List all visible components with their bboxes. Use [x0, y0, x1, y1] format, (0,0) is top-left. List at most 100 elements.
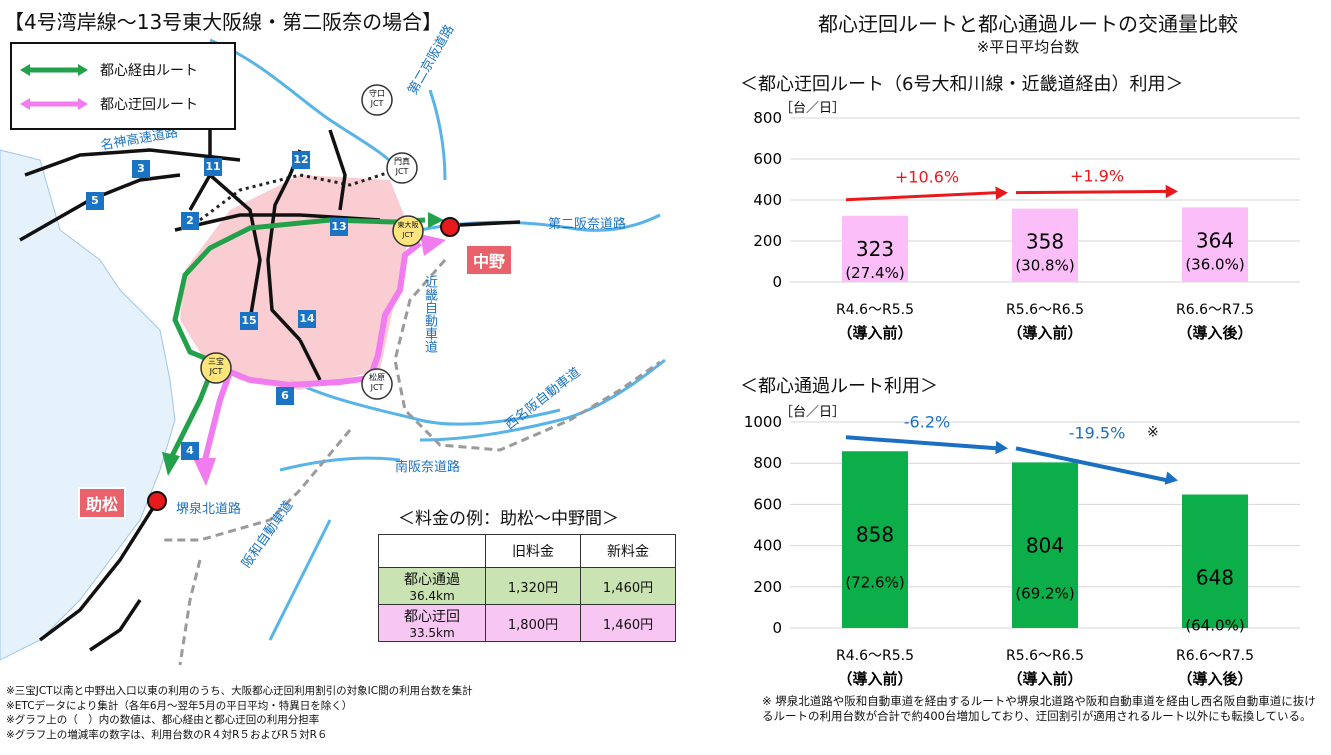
fare-row-detour: 都心迂回 33.5km 1,800円 1,460円: [378, 604, 676, 642]
fare-route-distance: 36.4km: [409, 589, 455, 603]
change-arrow: [845, 191, 999, 202]
fare-new-value: 1,460円: [580, 604, 676, 642]
fare-old-value: 1,320円: [485, 567, 581, 605]
footnote: ※三宝JCT以南と中野出入口以東の利用のうち、大阪都心迂回利用割引の対象IC間の…: [6, 685, 473, 697]
bar: [1182, 207, 1248, 282]
bar-value-label: 323: [856, 237, 894, 261]
x-tick-label: R4.6～R5.5: [836, 302, 914, 318]
y-tick-label: 0: [772, 619, 782, 637]
fare-row-via-city: 都心通過 36.4km 1,320円 1,460円: [378, 567, 676, 605]
x-tick-sublabel: （導入前）: [837, 324, 912, 342]
x-tick-label: R5.6～R6.5: [1006, 302, 1084, 318]
y-tick-label: 200: [753, 232, 782, 250]
x-tick-sublabel: （導入前）: [1007, 324, 1082, 342]
bar-value-label: 858: [856, 522, 894, 546]
change-arrow: [1015, 446, 1169, 483]
fare-route-name: 都心迂回: [404, 609, 460, 625]
change-label: +10.6%: [895, 168, 959, 187]
legend-item-via-city: 都心経由ルート: [20, 58, 198, 82]
route-number-4: 4: [186, 444, 194, 457]
x-tick-sublabel: （導入後）: [1177, 324, 1252, 342]
bar: [1182, 494, 1248, 628]
change-label: +1.9%: [1070, 166, 1124, 185]
label-daini-hanna: 第二阪奈道路: [548, 217, 627, 232]
bar-value-label: 648: [1196, 566, 1234, 590]
y-tick-label: 800: [753, 454, 782, 472]
fare-new-value: 1,460円: [580, 567, 676, 605]
green-arrow-icon: [20, 64, 88, 76]
change-arrow: [1015, 189, 1169, 195]
fare-header-old: 旧料金: [485, 534, 581, 568]
y-tick-label: 400: [753, 191, 782, 209]
route-number-6: 6: [281, 389, 289, 402]
fare-header-new: 新料金: [580, 534, 676, 568]
jct-kadoma: 門真 JCT: [394, 157, 410, 176]
y-axis-unit: ［台／日］: [780, 101, 845, 116]
route-map: [0, 38, 666, 666]
x-tick-label: R6.6～R7.5: [1176, 302, 1254, 318]
change-arrowhead: [995, 440, 1008, 455]
legend-item-detour: 都心迂回ルート: [20, 92, 198, 116]
change-mark: ※: [1147, 424, 1159, 440]
page-title: 【4号湾岸線～13号東大阪線・第二阪奈の場合】: [4, 10, 443, 34]
route-number-5: 5: [91, 194, 99, 207]
route-number-13: 13: [331, 220, 347, 233]
x-tick-sublabel: （導入後）: [1177, 670, 1252, 688]
bar: [842, 451, 908, 628]
jct-higashiosaka: 東大阪 JCT: [397, 221, 419, 239]
route-number-14: 14: [299, 312, 315, 325]
change-arrow: [845, 435, 999, 451]
bar-value-label: 804: [1026, 533, 1064, 557]
route-number-3: 3: [137, 162, 145, 175]
station-nakano: 中野: [465, 244, 514, 276]
bar: [1012, 208, 1078, 282]
y-tick-label: 600: [753, 495, 782, 513]
y-tick-label: 600: [753, 150, 782, 168]
chart-via-city-route: ［台／日］ 0 200 400 600 800 1000 858 (72.6%) R4.6～R5.…: [744, 405, 1300, 688]
change-arrowhead: [1164, 471, 1178, 485]
change-label: -6.2%: [904, 412, 950, 431]
footnote: ※ETCデータにより集計（各年6月～翌年5月の平日平均・特異日を除く）: [6, 699, 353, 712]
fare-caption: ＜料金の例：助松～中野間＞: [398, 509, 619, 529]
fare-header-blank: [378, 534, 486, 568]
chart-section-title: 都心迂回ルートと都心通過ルートの交通量比較: [818, 12, 1238, 36]
fare-route-name: 都心通過: [404, 572, 460, 588]
bar-value-label: 364: [1196, 228, 1234, 252]
label-sakai-semboku: 堺泉北道路: [176, 502, 242, 517]
station-sukematsu: 助松: [78, 487, 127, 519]
route-number-12: 12: [293, 153, 309, 166]
fare-route-distance: 33.5km: [409, 626, 455, 640]
fare-route-cell: 都心迂回 33.5km: [378, 604, 486, 642]
fare-old-value: 1,800円: [485, 604, 581, 642]
y-tick-label: 1000: [744, 413, 782, 431]
jct-matsubara: 松原 JCT: [369, 373, 385, 392]
y-tick-label: 800: [753, 109, 782, 127]
route-number-15: 15: [241, 314, 257, 327]
fare-table: 旧料金 新料金 都心通過 36.4km 1,320円 1,460円 都心迂回 3…: [378, 534, 676, 642]
chart1-title: ＜都心迂回ルート（6号大和川線・近畿道経由）利用＞: [740, 74, 1184, 95]
bar: [842, 215, 908, 282]
change-label: -19.5%: [1069, 423, 1126, 442]
bar-share-label: (27.4%): [845, 264, 904, 282]
x-tick-sublabel: （導入前）: [837, 670, 912, 688]
y-axis-unit: ［台／日］: [780, 405, 845, 420]
label-minami-hanna: 南阪奈道路: [395, 460, 461, 475]
footnotes: ※三宝JCT以南と中野出入口以東の利用のうち、大阪都心迂回利用割引の対象IC間の…: [6, 684, 473, 742]
label-kinki: 近畿自動車道: [422, 275, 437, 353]
x-tick-sublabel: （導入前）: [1007, 670, 1082, 688]
change-arrowhead: [1165, 184, 1178, 199]
bar: [1012, 462, 1078, 628]
chart-note: ※ 堺泉北道路や阪和自動車道を経由するルートや堺泉北道路や阪和自動車道を経由し西…: [762, 694, 1316, 723]
fare-route-cell: 都心通過 36.4km: [378, 567, 486, 605]
map-legend: 都心経由ルート 都心迂回ルート: [10, 42, 236, 130]
change-arrowhead: [995, 186, 1008, 200]
chart-detour-route: ［台／日］ 0 200 400 600 800 323 (27.4%) R4.6～R5.5 （導入…: [753, 101, 1300, 342]
bar-share-label: (30.8%): [1015, 257, 1074, 275]
bar-value-label: 358: [1026, 230, 1064, 254]
bar-share-label: (64.0%): [1185, 617, 1244, 635]
jct-moriguchi: 守口 JCT: [369, 89, 385, 108]
legend-label-via-city: 都心経由ルート: [100, 63, 198, 79]
x-tick-label: R5.6～R6.5: [1006, 648, 1084, 664]
footnote: ※グラフ上の増減率の数字は、利用台数のR４対R５およびR５対R６: [6, 728, 328, 741]
bar-share-label: (36.0%): [1185, 255, 1244, 273]
